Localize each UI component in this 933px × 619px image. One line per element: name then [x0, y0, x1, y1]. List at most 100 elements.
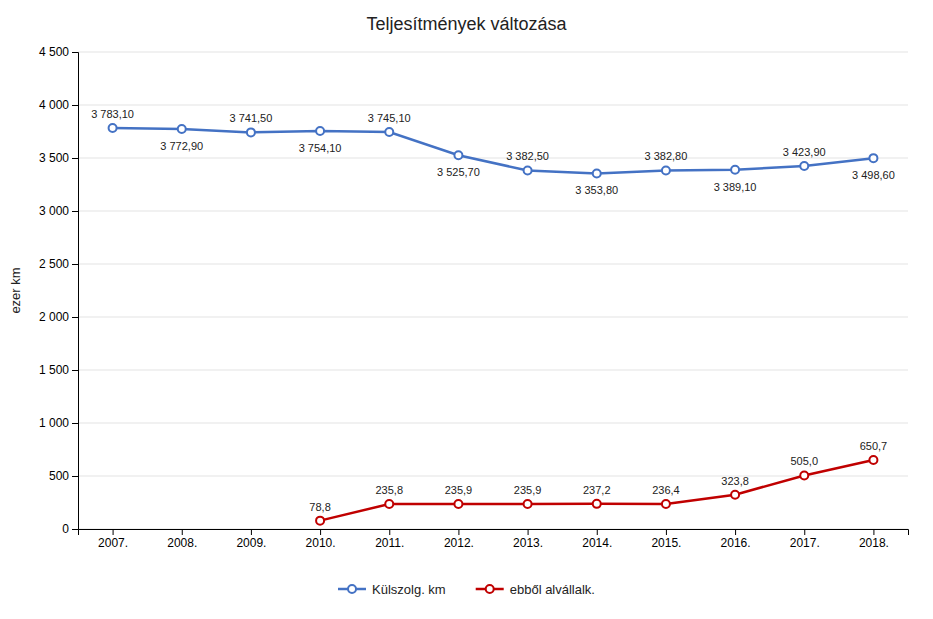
y-tick-mark — [72, 105, 78, 106]
y-tick-label: 4 000 — [39, 98, 69, 112]
x-tick-label: 2016. — [721, 536, 751, 550]
y-tick: 3 500 — [39, 151, 78, 165]
point — [109, 124, 117, 132]
y-tick-mark — [72, 423, 78, 424]
y-tick-label: 2 500 — [39, 257, 69, 271]
chart: Teljesítmények változása 0 500 1 000 1 500 2 … — [0, 0, 933, 619]
point — [662, 500, 670, 508]
x-tick-mark — [182, 529, 183, 535]
x-tick-mark — [389, 529, 390, 535]
x-tick-mark — [873, 529, 874, 535]
data-label: 3 741,50 — [230, 112, 273, 124]
x-tick: 2016. — [721, 529, 751, 550]
y-tick: 4 000 — [39, 98, 78, 112]
x-axis-line — [79, 530, 909, 536]
y-tick-label: 3 500 — [39, 151, 69, 165]
point — [454, 500, 462, 508]
grid-line — [78, 264, 908, 265]
marks — [109, 124, 878, 525]
data-label: 3 353,80 — [575, 184, 618, 196]
x-tick-label: 2017. — [790, 536, 820, 550]
x-tick: 2013. — [513, 529, 543, 550]
x-axis: 2007.2008.2009.2010.2011.2012.2013.2014.… — [79, 529, 909, 550]
x-tick-label: 2012. — [444, 536, 474, 550]
data-label: 236,4 — [652, 484, 680, 496]
x-tick-label: 2014. — [582, 536, 612, 550]
data-label: 650,7 — [860, 440, 888, 452]
series-line — [113, 128, 874, 174]
y-axis-line — [72, 53, 79, 530]
y-tick-label: 1 000 — [39, 416, 69, 430]
point — [731, 491, 739, 499]
data-labels: 3 783,103 772,903 741,503 754,103 745,10… — [91, 108, 895, 513]
series-line — [320, 460, 873, 521]
y-tick-mark — [72, 211, 78, 212]
x-tick: 2011. — [375, 529, 404, 550]
data-label: 3 498,60 — [852, 169, 895, 181]
point — [731, 166, 739, 174]
point — [316, 127, 324, 135]
x-tick: 2017. — [790, 529, 820, 550]
data-label: 3 389,10 — [714, 181, 757, 193]
x-tick: 2009. — [236, 529, 266, 550]
y-tick: 500 — [49, 469, 78, 483]
y-tick-mark — [72, 264, 78, 265]
point — [800, 471, 808, 479]
data-label: 3 382,80 — [645, 150, 688, 162]
x-tick: 2010. — [306, 529, 336, 550]
data-label: 3 382,50 — [506, 150, 549, 162]
y-tick-label: 1 500 — [39, 363, 69, 377]
legend-item: Külszolg. km — [338, 582, 446, 597]
x-tick-mark — [804, 529, 805, 535]
x-tick-mark — [666, 529, 667, 535]
y-axis: 05001 0001 5002 0002 5003 0003 5004 0004… — [39, 45, 79, 536]
x-tick-mark — [320, 529, 321, 535]
grid-line — [78, 211, 908, 212]
y-tick: 4 500 — [39, 45, 78, 59]
point — [662, 166, 670, 174]
y-tick: 1 500 — [39, 363, 78, 377]
x-tick-label: 2015. — [651, 536, 681, 550]
y-tick-label: 500 — [49, 469, 69, 483]
y-tick-label: 4 500 — [39, 45, 69, 59]
x-tick: 2012. — [444, 529, 474, 550]
x-tick-mark — [597, 529, 598, 535]
legend-marker — [486, 585, 494, 593]
grid-line — [78, 52, 908, 53]
x-tick-label: 2013. — [513, 536, 543, 550]
y-tick: 3 000 — [39, 204, 78, 218]
y-tick-label: 3 000 — [39, 204, 69, 218]
data-label: 323,8 — [721, 475, 749, 487]
x-tick-label: 2007. — [98, 536, 128, 550]
title: Teljesítmények változása — [366, 14, 567, 34]
point — [454, 151, 462, 159]
series — [316, 456, 877, 525]
data-label: 235,9 — [445, 484, 473, 496]
point — [385, 128, 393, 136]
data-label: 237,2 — [583, 484, 611, 496]
data-label: 3 423,90 — [783, 146, 826, 158]
x-tick-mark — [528, 529, 529, 535]
grid-line — [78, 105, 908, 106]
point — [869, 154, 877, 162]
y-tick: 0 — [62, 522, 78, 536]
grid-line — [78, 370, 908, 371]
data-label: 235,9 — [514, 484, 542, 496]
y-tick-mark — [72, 317, 78, 318]
x-tick-label: 2010. — [306, 536, 336, 550]
y-axis-title: ezer km — [8, 267, 23, 313]
data-label: 3 783,10 — [91, 108, 134, 120]
legend-item: ebből alvállalk. — [476, 582, 595, 597]
grid-line — [78, 423, 908, 424]
grid — [78, 52, 908, 529]
point — [593, 500, 601, 508]
legend: Külszolg. km ebből alvállalk. — [338, 582, 595, 597]
x-tick-mark — [113, 529, 114, 535]
point — [869, 456, 877, 464]
data-label: 3 745,10 — [368, 112, 411, 124]
x-tick-mark — [251, 529, 252, 535]
point — [524, 166, 532, 174]
x-tick: 2014. — [582, 529, 612, 550]
y-tick-mark — [72, 476, 78, 477]
y-tick-mark — [72, 158, 78, 159]
